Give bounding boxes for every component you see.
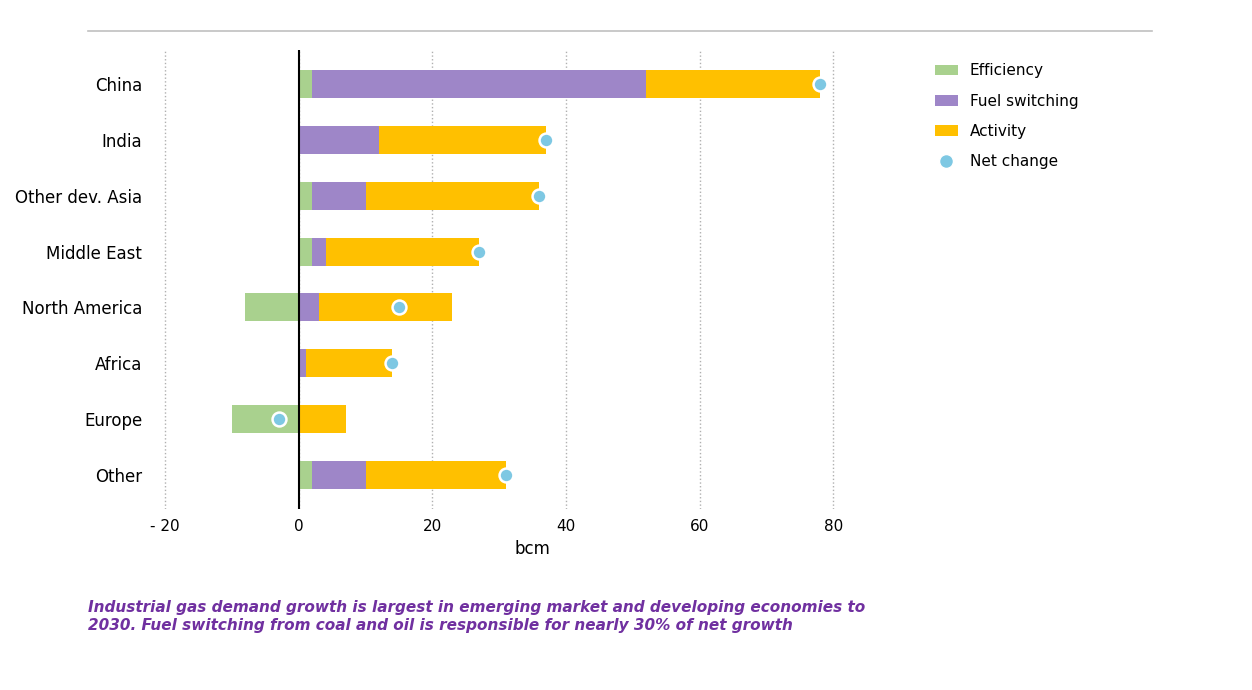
Bar [326,237,480,266]
Bar [366,461,506,489]
Bar [299,293,319,322]
Bar [245,293,299,322]
Bar [299,126,379,154]
Text: Industrial gas demand growth is largest in emerging market and developing econom: Industrial gas demand growth is largest … [88,600,865,633]
Bar [305,349,392,377]
Bar [312,70,646,98]
X-axis label: bcm: bcm [515,540,551,558]
Bar [379,126,546,154]
Point [269,413,289,424]
Point [470,246,490,257]
Bar [312,461,366,489]
Bar [299,70,312,98]
Bar [366,182,540,210]
Bar [299,237,312,266]
Point [530,190,550,201]
Bar [232,405,299,433]
Point [382,357,402,368]
Point [810,79,830,90]
Bar [299,349,305,377]
Bar [312,237,326,266]
Bar [299,182,312,210]
Point [496,469,516,480]
Bar [312,182,366,210]
Bar [319,293,452,322]
Bar [299,461,312,489]
Legend: Efficiency, Fuel switching, Activity, Net change: Efficiency, Fuel switching, Activity, Ne… [929,57,1084,175]
Bar [299,405,346,433]
Point [536,135,556,146]
Point [389,302,409,313]
Bar [646,70,820,98]
